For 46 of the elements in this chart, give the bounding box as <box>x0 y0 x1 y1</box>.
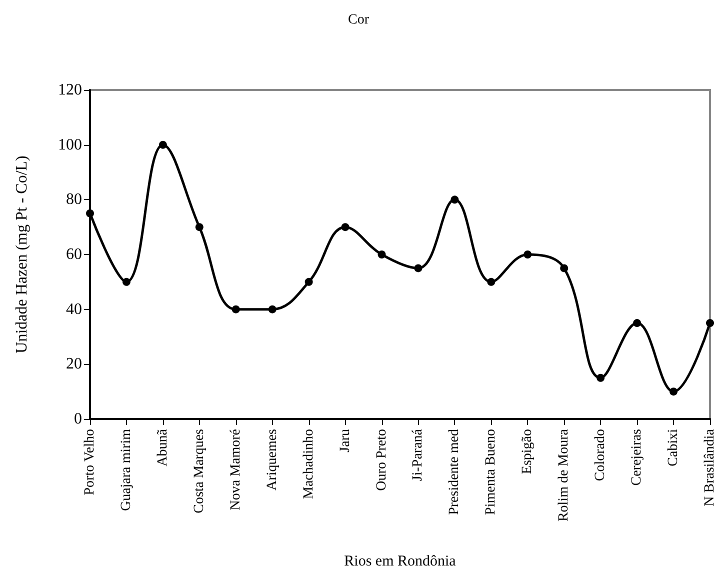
point <box>86 209 94 218</box>
chart-title: Cor <box>348 12 370 28</box>
y-tick-label: 0 <box>74 410 82 428</box>
point <box>232 305 240 314</box>
point <box>122 278 130 286</box>
point <box>158 140 167 149</box>
x-tick-label: Pimenta Bueno <box>484 429 499 515</box>
point <box>524 250 532 258</box>
x-tick-label: Nova Mamoré <box>228 429 244 510</box>
point <box>560 264 568 272</box>
point <box>450 196 459 204</box>
x-tick-label: Cabixi <box>666 428 682 466</box>
y-axis-title: Unidade Hazen (mg Pt - Co/L) <box>14 156 30 354</box>
x-tick-label: N Brasilândia <box>702 428 717 506</box>
x-tick-label: Ariquemes <box>264 429 280 490</box>
x-tick-label: Cerejeiras <box>630 429 645 486</box>
x-tick-label: Presidente med <box>447 429 462 515</box>
x-tick-label: Porto Velho <box>82 429 98 496</box>
y-tick-label: 120 <box>58 82 82 98</box>
y-tick-label: 80 <box>66 191 82 208</box>
point <box>706 319 714 328</box>
point <box>268 305 276 314</box>
x-axis-title: Rios em Rondônia <box>344 554 456 570</box>
point <box>633 319 642 328</box>
x-tick-label: Abunã <box>155 428 170 466</box>
x-tick-label: Colorado <box>593 429 608 482</box>
point <box>596 374 605 382</box>
x-tick-label: Espigão <box>520 429 536 474</box>
point <box>341 223 350 232</box>
y-tick-label: 40 <box>66 300 82 318</box>
y-tick-label: 60 <box>66 246 82 263</box>
x-tick-label: Guajara mirim <box>118 428 134 512</box>
x-tick-label: Jaru <box>338 429 353 452</box>
x-tick-label: Ouro Preto <box>374 429 390 491</box>
x-tick-label: Rolim de Moura <box>556 428 572 522</box>
x-tick-label: Machadinho <box>301 429 316 499</box>
point <box>487 278 496 286</box>
point <box>378 250 386 258</box>
y-tick-label: 100 <box>58 136 82 154</box>
x-tick-label: Ji-Paraná <box>410 428 426 482</box>
x-tick-label: Costa Marques <box>192 429 207 514</box>
y-tick-label: 20 <box>66 356 82 373</box>
point <box>304 278 313 286</box>
point <box>195 223 204 232</box>
point <box>670 388 678 396</box>
point <box>414 264 422 272</box>
